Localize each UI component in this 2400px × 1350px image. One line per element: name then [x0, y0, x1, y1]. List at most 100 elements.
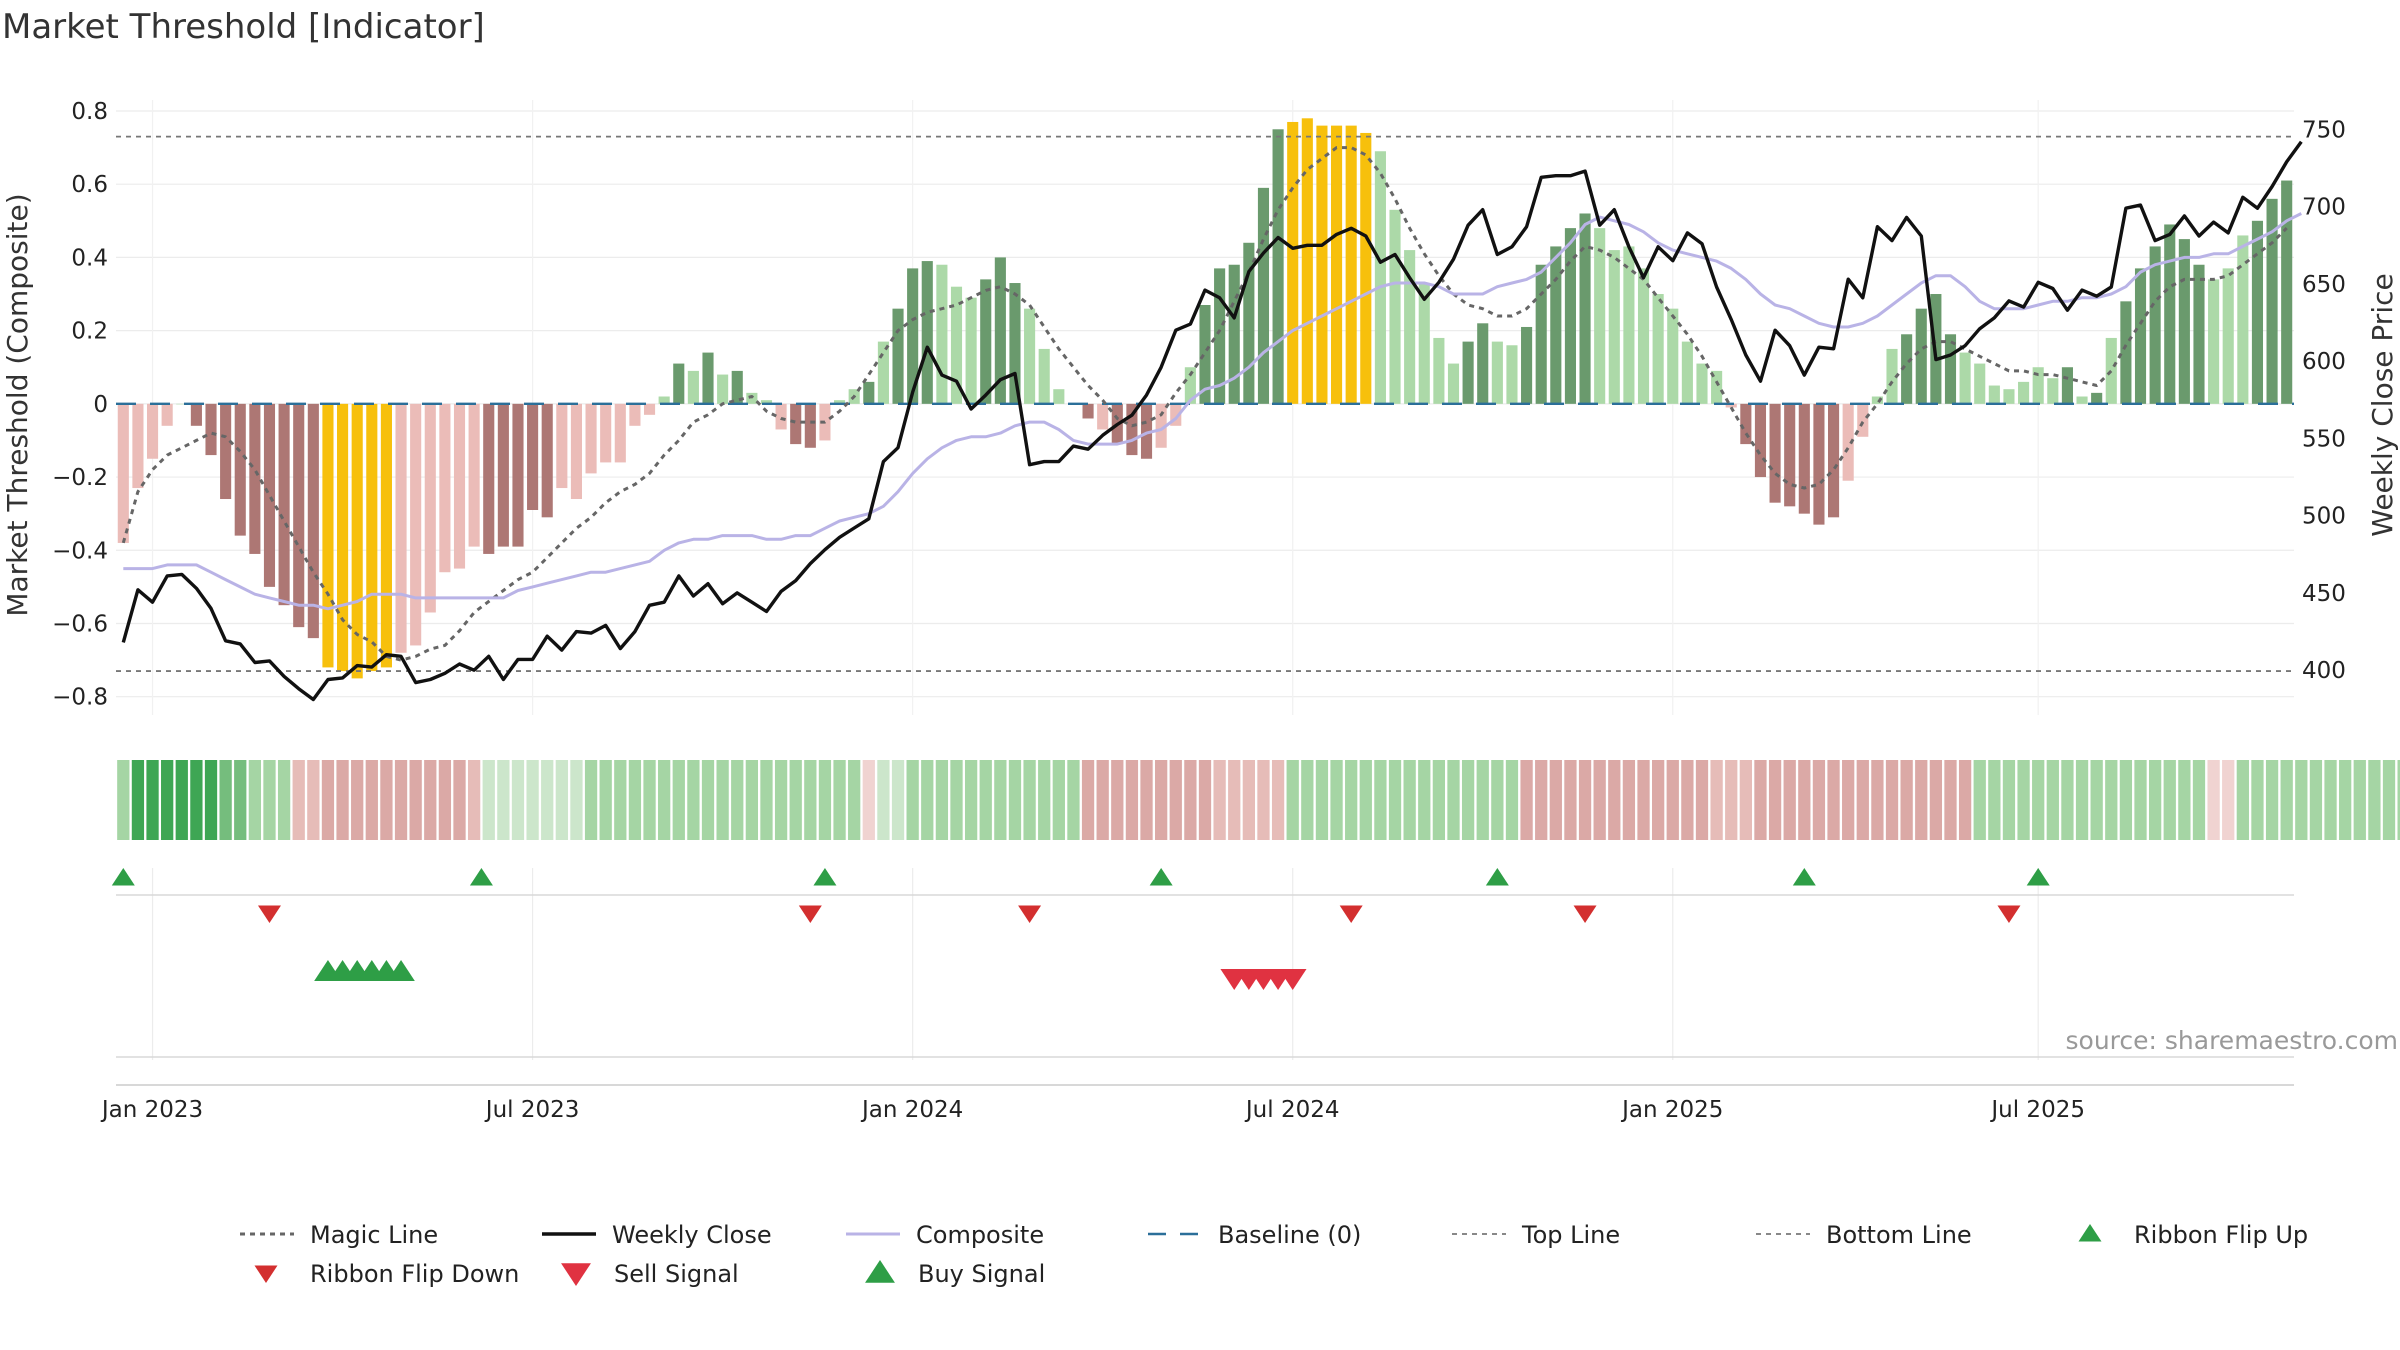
ribbon-segment — [2017, 760, 2030, 840]
composite-bar — [1740, 403, 1752, 445]
composite-bar — [643, 403, 656, 415]
ribbon-segment — [1725, 760, 1738, 840]
composite-bar — [1097, 403, 1109, 430]
ribbon-segment — [1900, 760, 1913, 840]
composite-bar — [1184, 367, 1196, 404]
composite-bar — [2047, 378, 2059, 404]
signal-panels — [111, 868, 2294, 1086]
composite-bar — [1155, 403, 1167, 448]
main-panel: 0.8 0.6 0.4 0.2 0 −0.2 −0.4 −0.6 −0.8 750 700 650 6… — [1, 99, 2399, 715]
composite-bar — [1681, 341, 1693, 404]
ribbon-segment — [555, 760, 568, 840]
ribbon-segment — [1608, 760, 1621, 840]
composite-bar — [1637, 268, 1650, 404]
ribbon-segment — [818, 760, 832, 840]
composite-bar — [2266, 198, 2278, 404]
composite-bar — [483, 403, 495, 554]
composite-bar — [629, 403, 641, 426]
ribbon-segment — [394, 760, 408, 840]
ribbon-segment — [424, 760, 437, 840]
composite-bar — [994, 257, 1006, 404]
ribbon-segment — [833, 760, 846, 840]
ribbon-segment — [950, 760, 963, 840]
ribbon-segment — [175, 760, 188, 840]
left-axis-label: Market Threshold (Composite) — [1, 193, 34, 616]
ribbon-segment — [1710, 760, 1723, 840]
ribbon-segment — [2324, 760, 2337, 840]
ribbon-segment — [2046, 760, 2059, 840]
legend-item-flipup: Ribbon Flip Up — [2078, 1221, 2308, 1249]
composite-bar — [190, 403, 202, 426]
composite-bar — [2164, 224, 2176, 404]
ribbon-segment — [2236, 760, 2249, 840]
composite-bar — [424, 403, 436, 613]
ribbon-segment — [131, 760, 145, 840]
composite-bar — [2193, 264, 2205, 404]
composite-bar — [307, 403, 319, 639]
ribbon-segment — [1915, 760, 1928, 840]
composite-bar — [1287, 121, 1299, 404]
composite-bar — [1667, 308, 1679, 404]
ribbon-segment — [1695, 760, 1709, 840]
ribbon-segment — [1798, 760, 1811, 840]
legend-item-buy: Buy Signal — [865, 1260, 1045, 1288]
ribbon-segment — [964, 760, 978, 840]
ribbon-flip-up-marker — [469, 868, 493, 886]
composite-bar — [1214, 268, 1226, 404]
x-tick-label: Jul 2025 — [1989, 1097, 2085, 1123]
composite-bar — [1842, 403, 1854, 481]
ribbon-segment — [1008, 760, 1022, 840]
ribbon-flip-up-marker — [2026, 868, 2050, 886]
ribbon-segment — [292, 760, 305, 840]
ribbon-segment — [1052, 760, 1065, 840]
ribbon-flip-up-marker — [813, 868, 837, 886]
composite-bar — [2134, 268, 2147, 404]
y-tick-label: 0.8 — [71, 99, 108, 125]
ribbon-segment — [2382, 760, 2396, 840]
ribbon-segment — [1768, 760, 1782, 840]
ribbon-segment — [1856, 760, 1869, 840]
ribbon-segment — [1520, 760, 1533, 840]
composite-bar — [1243, 242, 1255, 404]
ribbon-segment — [219, 760, 232, 840]
ribbon-segment — [2339, 760, 2352, 840]
ribbon-segment — [1228, 760, 1241, 840]
legend-label: Ribbon Flip Down — [310, 1260, 519, 1288]
ribbon-segment — [1754, 760, 1767, 840]
ribbon-segment — [1535, 760, 1548, 840]
ribbon-segment — [1081, 760, 1095, 840]
composite-bar — [892, 308, 904, 404]
composite-bar — [1915, 308, 1927, 404]
composite-bar — [1447, 363, 1460, 404]
ribbon-segment — [380, 760, 393, 840]
composite-bar — [146, 403, 159, 459]
composite-bar — [1170, 403, 1182, 426]
composite-bar — [600, 403, 612, 463]
composite-bar — [1462, 341, 1474, 404]
ribbon-segment — [321, 760, 335, 840]
legend-item-top: Top Line — [1452, 1221, 1620, 1249]
ribbon-segment — [409, 760, 422, 840]
composite-bar — [1725, 403, 1737, 408]
ribbon-segment — [935, 760, 949, 840]
ribbon-segment — [1929, 760, 1943, 840]
ribbon-segment — [2148, 760, 2162, 840]
ribbon-segment — [1155, 760, 1168, 840]
composite-bar — [2222, 268, 2234, 404]
composite-bar — [278, 403, 290, 606]
y-tick-label: −0.8 — [52, 685, 108, 711]
composite-bars — [117, 118, 2293, 679]
source-credit: source: sharemaestro.com — [2066, 1026, 2399, 1055]
composite-bar — [1140, 403, 1153, 459]
ribbon-flip-up-marker — [1149, 868, 1173, 886]
ribbon-segment — [1812, 760, 1826, 840]
y2-tick-label: 500 — [2302, 504, 2346, 530]
ribbon-segment — [2134, 760, 2147, 840]
ribbon-segment — [1257, 760, 1270, 840]
composite-bar — [2281, 180, 2293, 404]
ribbon-segment — [774, 760, 788, 840]
composite-bar — [2149, 246, 2161, 404]
y-tick-label: −0.4 — [52, 538, 108, 564]
composite-bar — [161, 403, 173, 426]
